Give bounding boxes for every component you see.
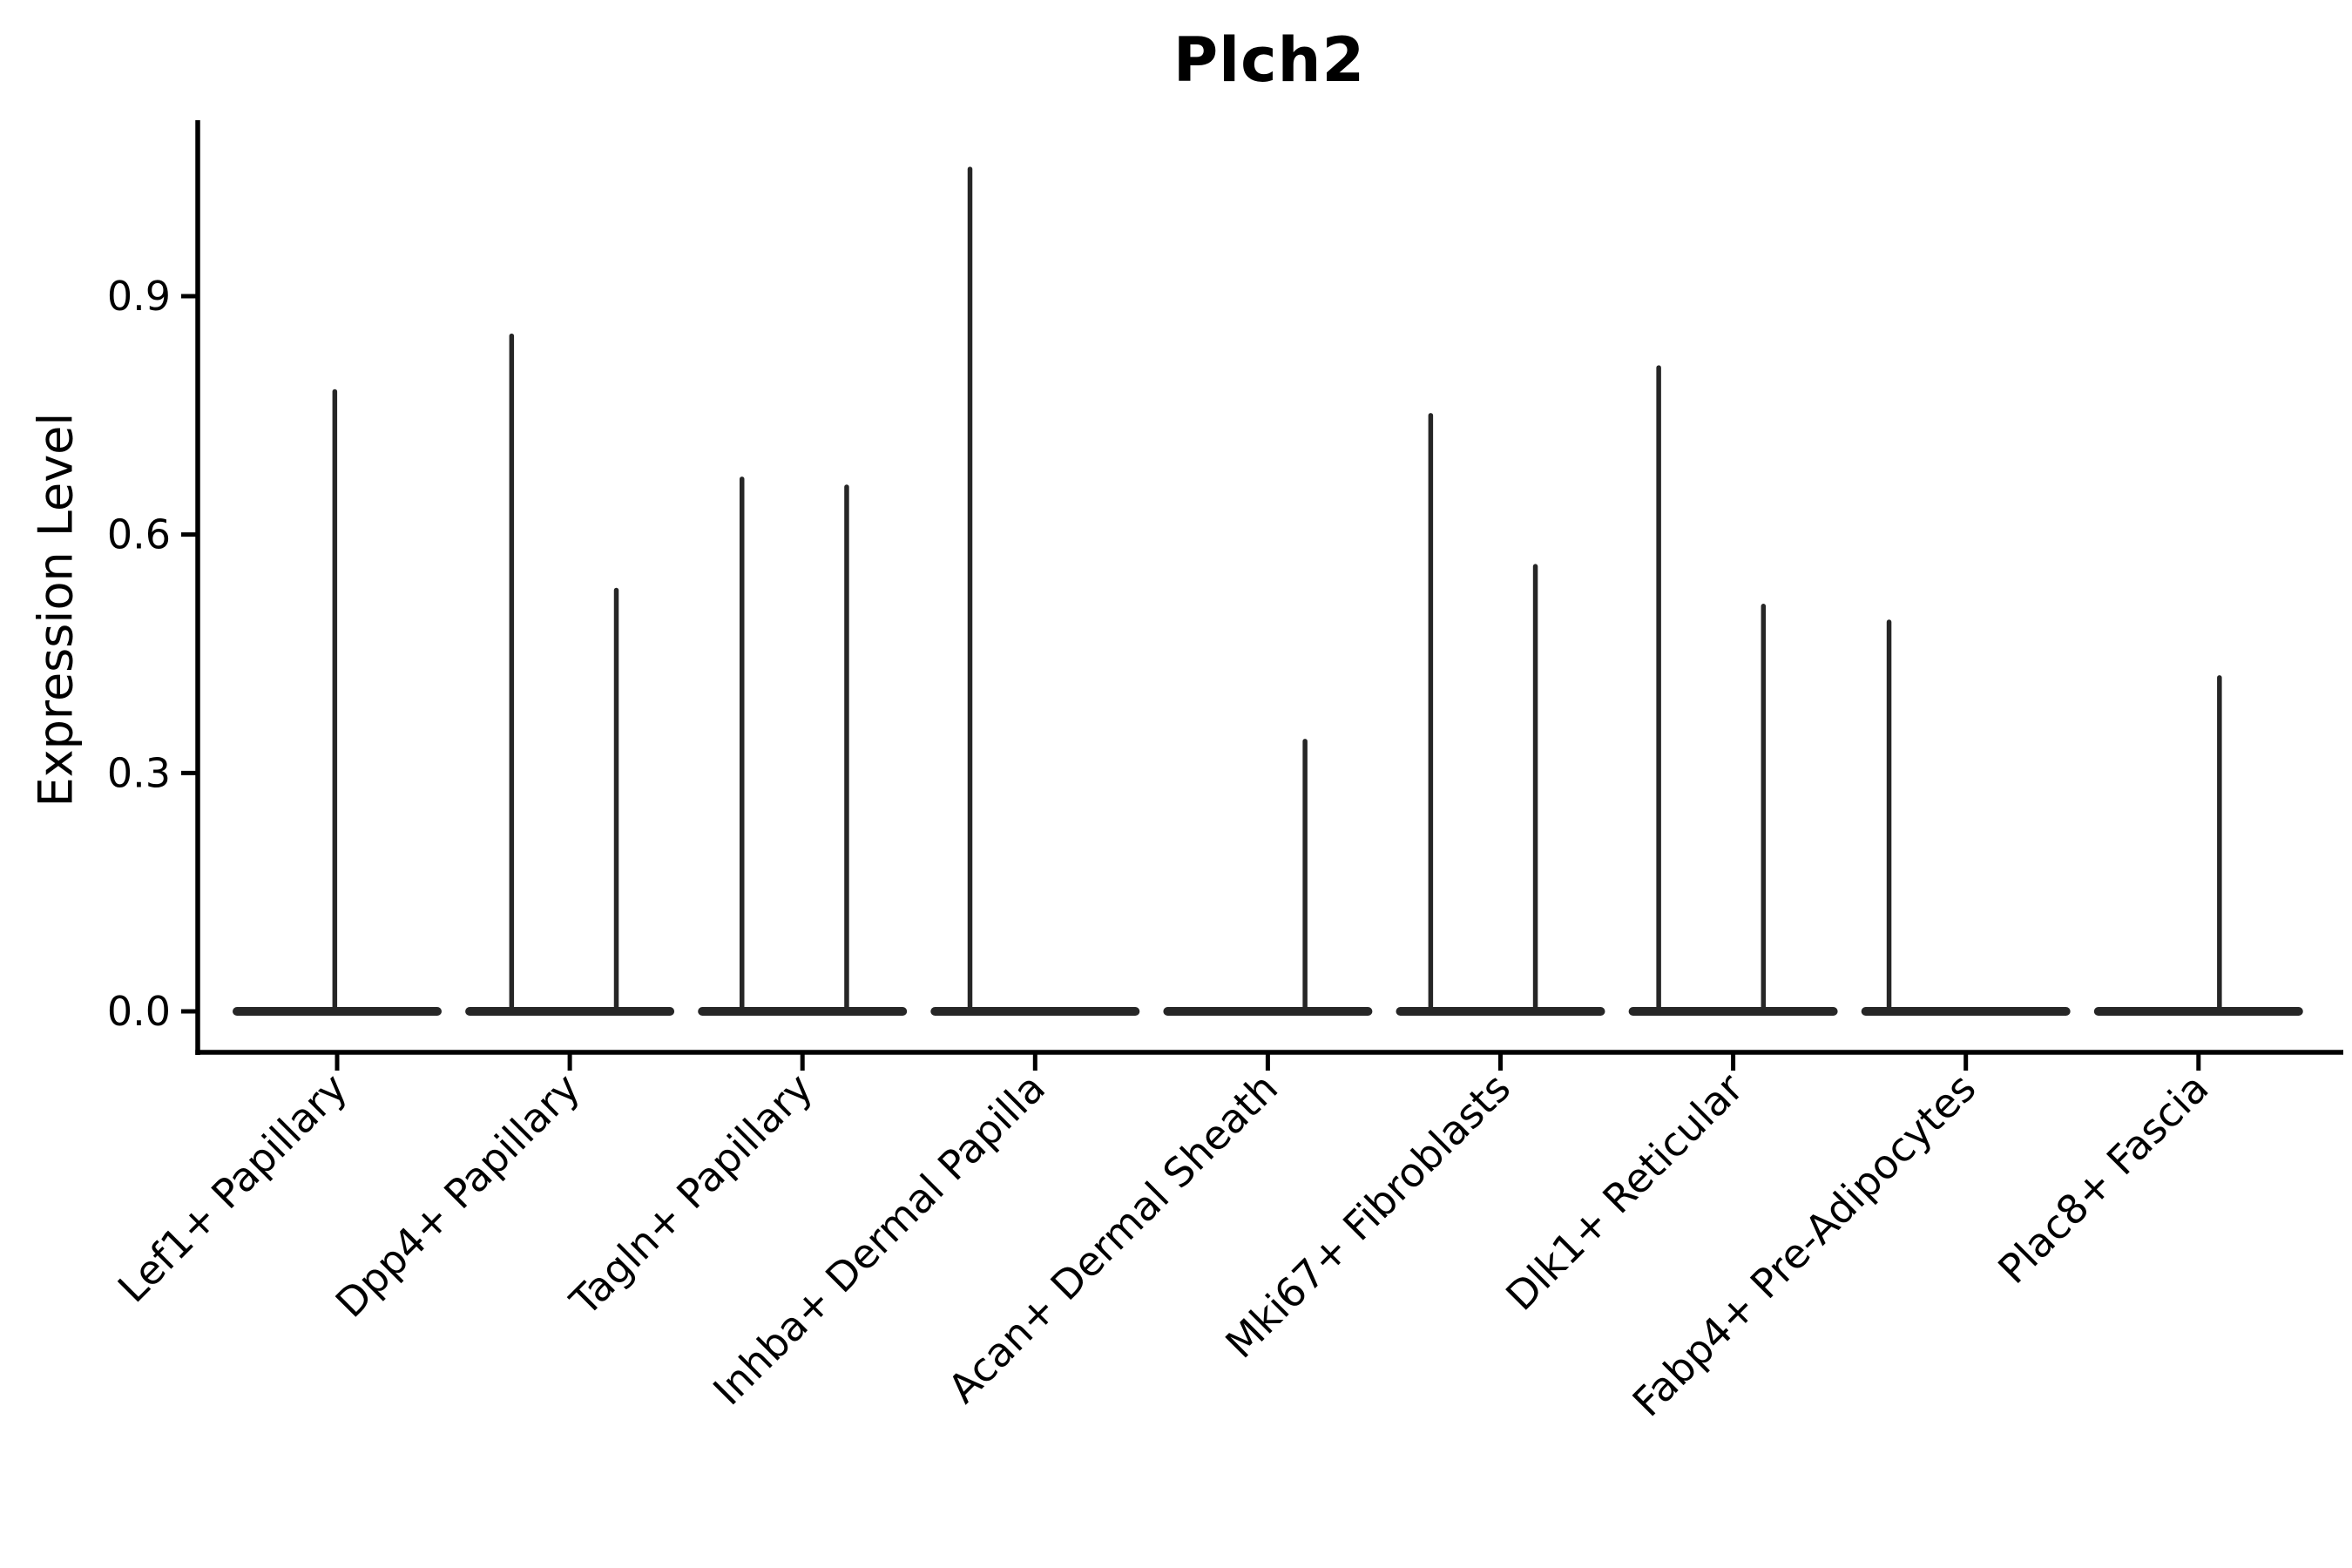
violin-baseline (2093, 1007, 2303, 1016)
y-tick-label: 0.6 (107, 511, 171, 558)
x-tick-label: Plac8+ Fascia (1989, 1064, 2217, 1293)
x-tick-label: Dpp4+ Papillary (327, 1064, 589, 1327)
violin-baseline (930, 1007, 1140, 1016)
y-tick-label: 0.9 (107, 273, 171, 320)
x-tick-label: Tagln+ Papillary (560, 1064, 821, 1326)
violin-baseline (698, 1007, 908, 1016)
y-tick-label: 0.3 (107, 749, 171, 796)
y-tick-label: 0.0 (107, 988, 171, 1035)
chart-title: Plch2 (1173, 24, 1366, 96)
violin-baseline (1163, 1007, 1373, 1016)
x-tick-label: Dlk1+ Reticular (1497, 1064, 1752, 1320)
violin-baseline (1628, 1007, 1838, 1016)
violin-baseline (465, 1007, 675, 1016)
violin-baseline (1861, 1007, 2071, 1016)
violin-baseline (1396, 1007, 1605, 1016)
x-tick-label: Lef1+ Papillary (109, 1064, 356, 1312)
